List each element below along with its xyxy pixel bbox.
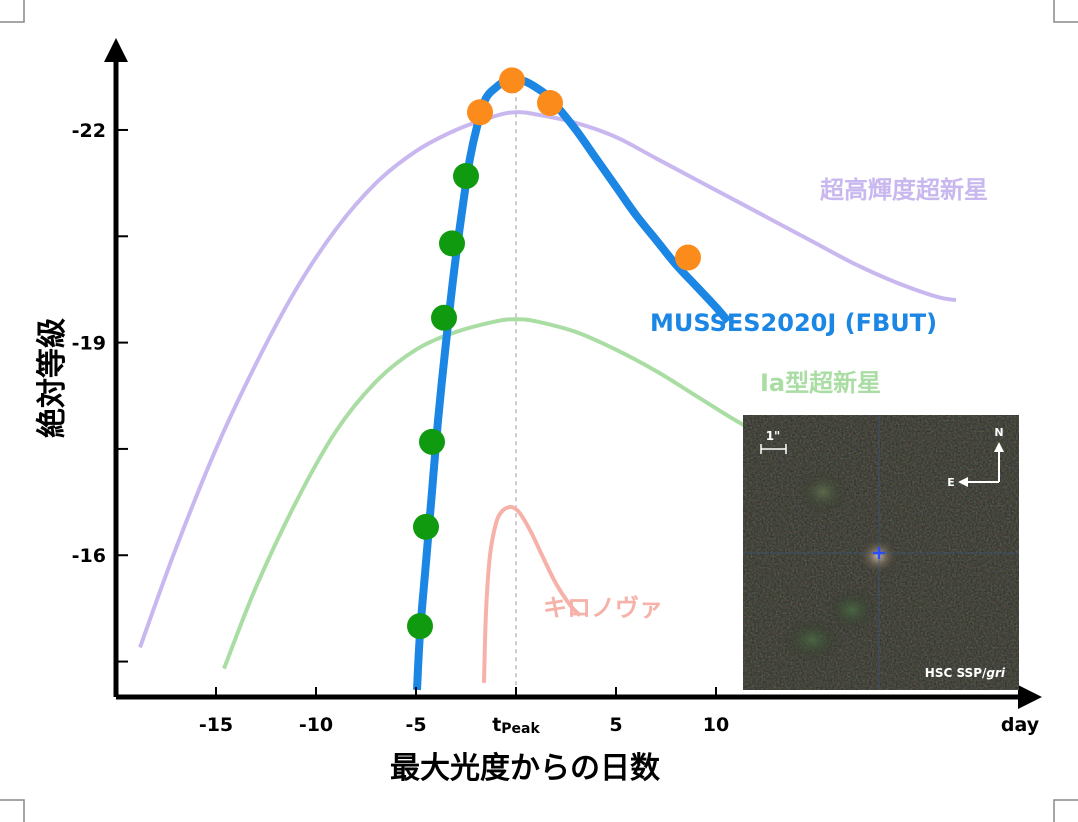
- series-label-kilonova: キロノヴァ: [543, 594, 663, 622]
- scale-bar-label: 1": [766, 429, 781, 443]
- inset-galaxy-lower: [826, 588, 878, 632]
- series-label-musses: MUSSES2020J (FBUT): [650, 309, 937, 337]
- series-line-kilonova: [482, 504, 582, 683]
- inset-caption: HSC SSP/gri: [925, 666, 1006, 680]
- compass-east-label: E: [947, 476, 955, 489]
- data-point: [407, 613, 433, 640]
- data-point: [413, 513, 439, 540]
- series-label-ia: Ia型超新星: [760, 369, 881, 397]
- x-axis-arrow: [1018, 685, 1042, 709]
- data-point: [467, 99, 493, 126]
- data-point: [499, 67, 525, 94]
- y-axis-title: 絶対等級: [35, 318, 70, 438]
- compass-arrows-icon: [958, 442, 1004, 487]
- inset-galaxy-upper: [797, 470, 849, 514]
- ticks-layer: -15 -10 -5 tPeak 5 10 -22 -19 -16: [72, 120, 730, 737]
- series-label-slsn: 超高輝度超新星: [820, 176, 988, 204]
- series-line-slsn: [138, 110, 957, 649]
- curves-layer: [138, 74, 957, 691]
- x-axis-title: 最大光度からの日数: [390, 751, 661, 786]
- series-line-ia: [222, 317, 817, 670]
- y-tick-label: -22: [72, 120, 106, 142]
- x-tick-label: 5: [609, 714, 622, 736]
- data-point: [439, 230, 465, 257]
- x-tick-label: -15: [199, 714, 233, 736]
- data-point: [537, 90, 563, 117]
- y-tick-label: -16: [72, 545, 106, 567]
- x-tick-label: -5: [405, 714, 426, 736]
- x-tick-label: tPeak: [492, 714, 540, 737]
- scale-bar: [760, 444, 787, 454]
- points-layer: [407, 67, 701, 640]
- axes: [104, 38, 1042, 709]
- y-axis-arrow: [104, 38, 128, 62]
- x-unit-label: day: [1001, 714, 1040, 736]
- x-tick-label: 10: [703, 714, 729, 736]
- data-point: [675, 244, 701, 271]
- y-tick-label: -19: [72, 333, 106, 355]
- transient-marker-icon: [873, 547, 885, 559]
- x-tick-label: -10: [299, 714, 333, 736]
- compass-north-label: N: [994, 426, 1003, 439]
- data-point: [419, 428, 445, 455]
- data-point: [453, 163, 479, 190]
- inset-image: 1" N E HSC SSP/gri: [743, 415, 1019, 690]
- data-point: [431, 304, 457, 331]
